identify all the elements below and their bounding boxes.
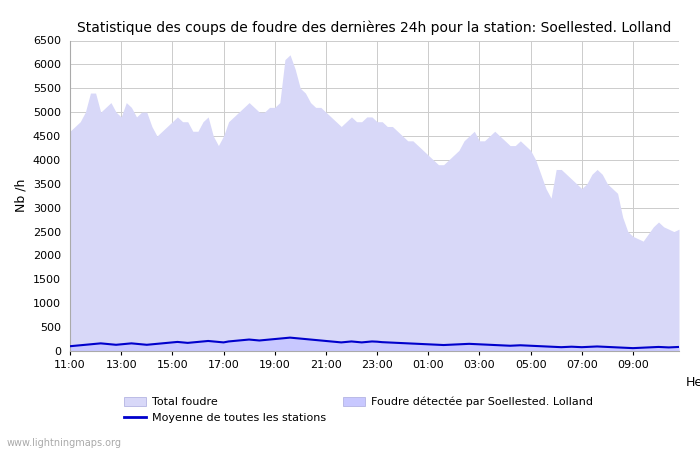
Y-axis label: Nb /h: Nb /h [14,179,27,212]
Text: www.lightningmaps.org: www.lightningmaps.org [7,438,122,448]
Legend: Total foudre, Moyenne de toutes les stations, Foudre détectée par Soellested. Lo: Total foudre, Moyenne de toutes les stat… [125,397,593,423]
Text: Heure: Heure [686,376,700,389]
Title: Statistique des coups de foudre des dernières 24h pour la station: Soellested. L: Statistique des coups de foudre des dern… [77,21,672,35]
